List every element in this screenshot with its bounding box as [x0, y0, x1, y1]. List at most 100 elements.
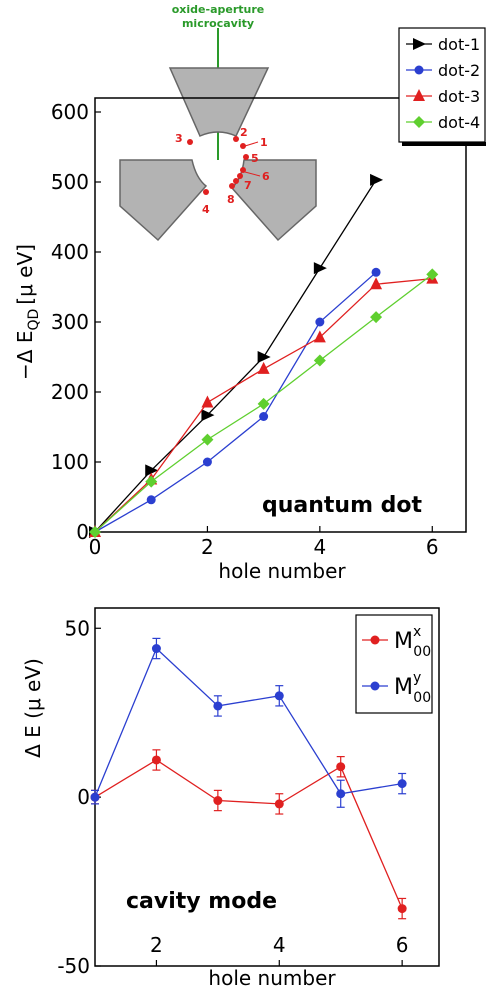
data-point-Mx00: [336, 762, 346, 772]
inset-title-line2: microcavity: [182, 17, 254, 30]
legend-label-main: M: [394, 629, 413, 654]
data-point-Mx00: [397, 904, 407, 914]
hole-label-1-leader: [244, 141, 259, 147]
top-x-tick-label: 6: [426, 535, 439, 559]
top-y-tick-label: 300: [51, 310, 89, 334]
legend-item-Mx00: Mx 00: [362, 624, 431, 660]
data-point-My00: [336, 789, 346, 799]
top-y-axis-label-unit: [μ eV]: [13, 244, 37, 305]
data-point-My00: [213, 701, 223, 711]
legend-item-dot-4: dot-4: [406, 113, 480, 132]
bottom-panel: 2 4 6 50 0 -50 hole number Δ E (μ eV) cavity …: [21, 607, 440, 990]
hole-label-5: 5: [251, 152, 259, 165]
legend-label: dot-2: [438, 61, 480, 80]
top-y-axis-label-text: −Δ EQD [μ eV]: [13, 244, 42, 380]
top-annotation: quantum dot: [262, 493, 423, 518]
series-My00: [90, 637, 407, 808]
data-point-dot-1: [370, 173, 384, 186]
inset-hole: [243, 154, 249, 160]
data-point-My00: [397, 779, 407, 789]
legend-label-sub: 00: [413, 644, 431, 660]
data-point-Mx00: [274, 799, 284, 809]
legend-marker: [414, 65, 424, 75]
inset-hole: [240, 143, 246, 149]
data-point-Mx00: [151, 755, 161, 765]
top-y-axis-label-sub: QD: [26, 309, 42, 331]
data-point-dot-2: [259, 412, 269, 421]
inset-title-line1: oxide-aperture: [172, 3, 264, 16]
inset-hole-labels: 3 2 1 5 6 7 8 4: [175, 126, 270, 216]
data-point-dot-4: [426, 268, 439, 281]
legend-label-main: M: [394, 675, 413, 700]
data-point-dot-3: [257, 361, 270, 374]
data-point-dot-3: [370, 277, 383, 290]
series-line-My00: [94, 647, 403, 798]
bottom-y-tick-label: 50: [65, 616, 90, 640]
hole-label-2: 2: [240, 126, 248, 139]
top-y-axis-label-main: −Δ E: [13, 331, 37, 380]
data-point-dot-2: [146, 495, 156, 505]
bottom-y-tick-label: -50: [57, 954, 90, 978]
top-y-tick-label: 400: [51, 240, 89, 264]
top-legend: dot-1 dot-2 dot-3 dot-4: [398, 27, 486, 146]
top-series-group: [89, 173, 439, 538]
hole-label-1: 1: [260, 136, 268, 149]
legend-label: My 00: [394, 670, 431, 706]
inset-hole: [233, 136, 239, 142]
series-line-dot-1: [94, 179, 377, 533]
hole-label-7: 7: [244, 179, 252, 192]
bottom-x-tick-label: 4: [273, 933, 286, 957]
data-point-dot-1: [145, 464, 159, 477]
legend-label: dot-4: [438, 113, 480, 132]
data-point-My00: [151, 644, 161, 654]
top-y-tick-label: 0: [76, 520, 89, 544]
inset-hole: [203, 189, 209, 195]
bottom-x-tick-label: 2: [150, 933, 163, 957]
top-y-tick-label: 500: [51, 170, 89, 194]
data-point-dot-2: [202, 457, 212, 467]
series-dot-4: [89, 268, 439, 538]
legend-label: Mx 00: [394, 624, 431, 660]
top-y-axis-label: −Δ EQD [μ eV]: [13, 244, 42, 380]
bottom-annotation: cavity mode: [126, 889, 277, 914]
data-point-dot-4: [370, 311, 383, 324]
legend-item-dot-3: dot-3: [406, 87, 480, 106]
legend-label-sup: x: [413, 624, 421, 640]
data-point-dot-4: [145, 475, 158, 488]
legend-marker: [413, 38, 426, 50]
legend-marker: [413, 89, 425, 101]
legend-item-My00: My 00: [362, 670, 431, 706]
legend-item-dot-1: dot-1: [406, 35, 480, 54]
data-point-Mx00: [213, 796, 223, 806]
top-x-tick-label: 0: [89, 535, 102, 559]
bottom-x-axis-label: hole number: [208, 966, 336, 990]
top-x-tick-label: 4: [313, 535, 326, 559]
bottom-x-tick-label: 6: [396, 933, 409, 957]
data-point-dot-3: [201, 395, 214, 408]
inset-sector-left: [119, 159, 208, 242]
legend-item-dot-2: dot-2: [406, 61, 480, 80]
inset-hole: [229, 183, 235, 189]
inset-hole: [233, 178, 239, 184]
top-panel: oxide-aperture microcavity 3 2 1: [13, 3, 486, 583]
inset-sector-top: [168, 67, 270, 137]
data-point-dot-4: [257, 397, 270, 410]
data-point-dot-2: [315, 317, 325, 327]
legend-label-sub: 00: [413, 690, 431, 706]
data-point-dot-3: [313, 330, 326, 343]
top-y-tick-label: 600: [51, 100, 89, 124]
inset-hole: [237, 173, 243, 179]
bottom-legend-box: [355, 614, 433, 714]
bottom-y-tick-label: 0: [77, 785, 90, 809]
data-point-dot-4: [89, 526, 101, 538]
hole-label-6-leader: [244, 171, 261, 177]
top-axis-ticks: 0 2 4 6 0 100 200 300 400 500 600: [51, 100, 439, 559]
series-line-Mx00: [94, 759, 403, 909]
data-point-dot-2: [371, 267, 381, 277]
legend-marker: [370, 681, 380, 691]
data-point-dot-4: [313, 354, 326, 367]
data-point-dot-1: [257, 351, 271, 363]
data-point-dot-4: [201, 433, 214, 446]
legend-label-sup: y: [413, 670, 421, 686]
